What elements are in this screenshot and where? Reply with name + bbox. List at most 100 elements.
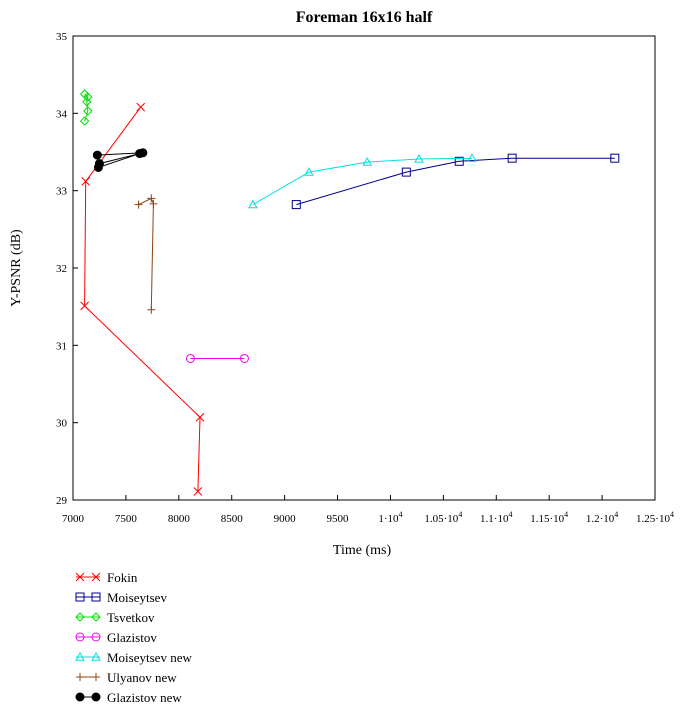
data-point bbox=[291, 200, 301, 210]
series-ulyanov-new bbox=[134, 194, 158, 314]
x-tick-label: 1.05·104 bbox=[424, 510, 462, 525]
y-tick-label: 33 bbox=[56, 186, 68, 198]
legend-item: Moiseytsev bbox=[75, 590, 167, 605]
data-point bbox=[134, 200, 143, 209]
series-moiseytsev bbox=[291, 153, 620, 210]
y-tick-label: 35 bbox=[56, 31, 68, 43]
data-point bbox=[75, 612, 85, 622]
data-point bbox=[136, 102, 146, 112]
data-point bbox=[454, 156, 464, 166]
data-point bbox=[82, 97, 92, 107]
x-tick-label: 1.2·104 bbox=[586, 510, 618, 525]
data-point bbox=[193, 487, 203, 496]
x-axis-label: Time (ms) bbox=[333, 543, 392, 558]
legend: Fokin Moiseytsev Tsvetkov Glazistov Moiseyts… bbox=[75, 570, 192, 705]
data-point bbox=[467, 153, 477, 162]
data-point bbox=[83, 106, 93, 116]
plot-frame bbox=[72, 35, 656, 501]
data-point bbox=[91, 592, 101, 602]
legend-label: Fokin bbox=[107, 570, 138, 585]
x-tick-label: 8000 bbox=[168, 513, 191, 525]
data-point bbox=[185, 353, 195, 363]
data-point bbox=[80, 301, 89, 311]
y-tick-label: 30 bbox=[56, 418, 68, 430]
x-tick-label: 7500 bbox=[115, 513, 138, 525]
data-point bbox=[79, 116, 90, 126]
legend-label: Tsvetkov bbox=[107, 610, 155, 625]
data-point bbox=[135, 149, 145, 159]
data-point bbox=[149, 199, 158, 208]
data-point bbox=[91, 651, 101, 661]
data-point bbox=[75, 692, 85, 702]
series-moiseytsev-new bbox=[248, 153, 477, 209]
chart-title: Foreman 16x16 half bbox=[296, 9, 433, 26]
x-axis: 7000 7500 8000 8500 9000 9500 1·104 1.05·104 1.1… bbox=[62, 495, 674, 525]
data-point bbox=[92, 150, 102, 160]
series-fokin bbox=[80, 102, 205, 496]
x-tick-exponent: 4 bbox=[508, 510, 512, 519]
x-tick-exponent: 4 bbox=[458, 510, 462, 519]
x-tick-exponent: 4 bbox=[399, 510, 403, 519]
data-point bbox=[147, 305, 156, 314]
legend-item: Moiseytsev new bbox=[75, 650, 192, 665]
x-tick-label: 7000 bbox=[62, 513, 85, 525]
x-tick-label: 1.1·104 bbox=[480, 510, 512, 525]
data-point bbox=[75, 572, 85, 582]
data-point bbox=[91, 572, 101, 582]
x-tick-label: 8500 bbox=[221, 513, 244, 525]
x-tick-exponent: 4 bbox=[670, 510, 674, 519]
data-point bbox=[91, 632, 101, 642]
data-point bbox=[76, 673, 84, 681]
x-tick-label: 1.15·104 bbox=[530, 510, 568, 525]
x-tick-label: 9500 bbox=[327, 513, 350, 525]
data-point bbox=[304, 167, 314, 176]
legend-item: Fokin bbox=[75, 570, 138, 585]
data-point bbox=[610, 153, 620, 163]
data-point bbox=[83, 92, 93, 102]
legend-label: Moiseytsev new bbox=[107, 650, 192, 665]
legend-item: Glazistov bbox=[75, 630, 157, 645]
y-axis: 29 30 31 32 33 34 35 bbox=[56, 31, 78, 507]
data-point bbox=[75, 592, 85, 602]
y-tick-label: 32 bbox=[56, 263, 67, 275]
data-point bbox=[248, 199, 258, 209]
x-tick-label: 9000 bbox=[274, 513, 297, 525]
series-line bbox=[296, 157, 615, 206]
data-point bbox=[414, 153, 424, 163]
x-tick-label: 1·104 bbox=[378, 510, 402, 525]
data-point bbox=[92, 673, 100, 681]
y-tick-label: 29 bbox=[56, 495, 68, 507]
series-line bbox=[138, 197, 154, 310]
data-point bbox=[91, 692, 101, 702]
data-point bbox=[91, 612, 101, 622]
x-tick-exponent: 4 bbox=[614, 510, 618, 519]
legend-label: Moiseytsev bbox=[107, 590, 167, 605]
series-glazistov bbox=[185, 353, 249, 363]
data-point bbox=[239, 353, 249, 363]
data-point bbox=[75, 651, 85, 661]
y-tick-label: 31 bbox=[56, 340, 67, 352]
plot-area bbox=[79, 89, 620, 496]
x-tick-label: 1.25·104 bbox=[636, 510, 674, 525]
data-point bbox=[195, 412, 205, 422]
data-point bbox=[401, 167, 411, 177]
series-glazistov-new bbox=[92, 148, 148, 172]
series-tsvetkov bbox=[79, 89, 93, 126]
legend-label: Glazistov bbox=[107, 630, 157, 645]
legend-item: Ulyanov new bbox=[76, 670, 177, 685]
data-point bbox=[75, 632, 85, 642]
data-point bbox=[81, 177, 91, 186]
data-point bbox=[93, 162, 103, 172]
legend-label: Ulyanov new bbox=[107, 670, 177, 685]
y-axis-label: Y-PSNR (dB) bbox=[9, 229, 24, 307]
series-line bbox=[252, 157, 472, 206]
data-point bbox=[507, 153, 517, 163]
legend-item: Glazistov new bbox=[75, 690, 182, 705]
data-point bbox=[147, 194, 156, 203]
legend-label: Glazistov new bbox=[107, 690, 182, 705]
legend-item: Tsvetkov bbox=[75, 610, 155, 625]
data-point bbox=[362, 157, 373, 166]
x-tick-exponent: 4 bbox=[564, 510, 568, 519]
y-tick-label: 34 bbox=[56, 108, 68, 120]
